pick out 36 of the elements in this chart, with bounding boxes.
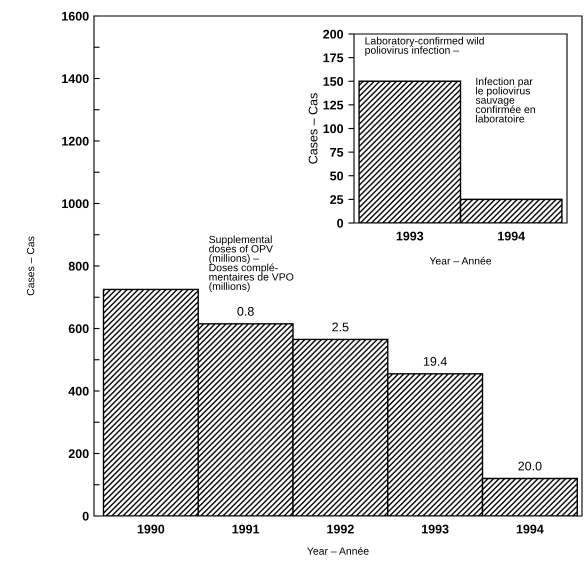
annotation: Laboratory-confirmed wild poliovirus infection – [365, 36, 484, 56]
y-tick-label: 100 [324, 124, 344, 134]
x-tick-label: 1992 [327, 524, 354, 534]
y-axis-title: Cases – Cas [26, 236, 34, 296]
annotation: 19.4 [424, 356, 447, 366]
y-tick-label: 200 [68, 449, 89, 458]
x-tick-label: 1994 [498, 232, 526, 241]
x-tick-label: 1993 [422, 524, 449, 534]
y-tick-label: 400 [68, 386, 89, 396]
annotation: 20.0 [518, 462, 542, 470]
x-axis-title: Year – Année [430, 256, 492, 265]
y-tick-label: 0 [82, 512, 89, 521]
annotation: 0.8 [237, 306, 254, 316]
y-tick-label: 175 [324, 54, 344, 62]
x-axis-title: Year – Année [307, 546, 369, 555]
y-tick-label: 125 [324, 100, 344, 110]
y-tick-label: 1000 [62, 199, 89, 208]
x-tick-label: 1993 [396, 232, 424, 241]
y-tick-label: 1200 [62, 136, 89, 146]
y-tick-label: 25 [330, 195, 344, 204]
x-tick-label: 1994 [516, 524, 544, 534]
y-tick-label: 1600 [62, 12, 89, 21]
y-tick-label: 50 [330, 172, 344, 180]
y-tick-label: 75 [330, 148, 344, 157]
annotation: 2.5 [332, 322, 349, 332]
annotation: Infection par le poliovirus sauvage confirmée en laboratoire [476, 77, 535, 122]
y-axis-title: Cases – Cas [308, 93, 318, 164]
y-tick-label: 150 [324, 77, 344, 86]
x-tick-label: 1990 [138, 524, 164, 534]
y-tick-label: 800 [68, 262, 89, 271]
y-tick-label: 1400 [62, 74, 89, 84]
y-tick-label: 600 [68, 324, 89, 334]
y-tick-label: 200 [323, 30, 344, 39]
y-tick-label: 0 [337, 218, 344, 228]
x-tick-label: 1991 [232, 524, 260, 534]
annotation: Supplemental doses of OPV (millions) – Doses complé- mentaires de VPO (millions) [209, 236, 294, 292]
